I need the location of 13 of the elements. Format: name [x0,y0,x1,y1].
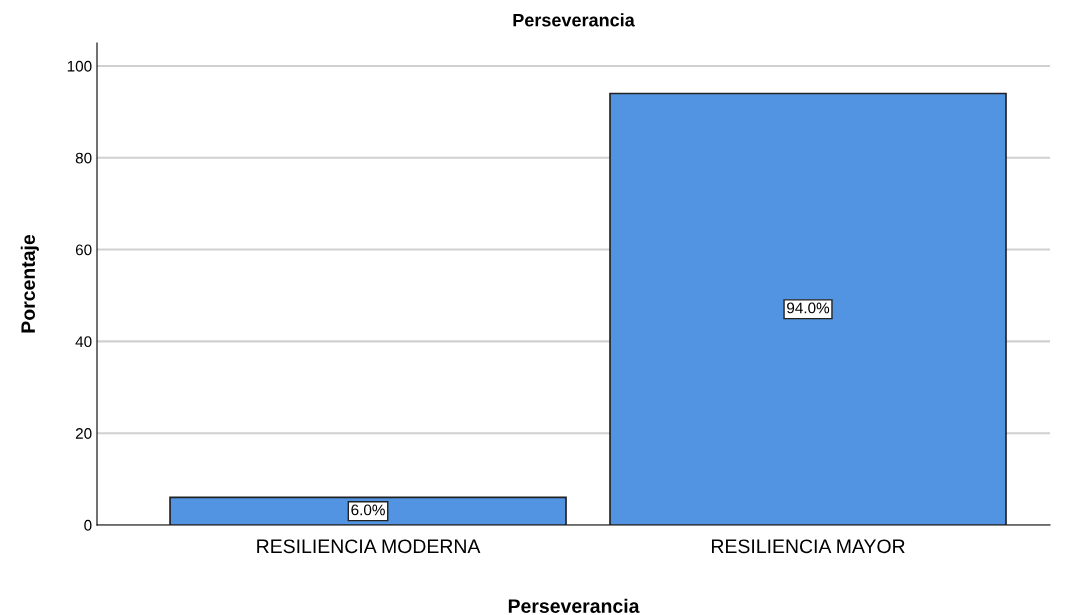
y-tick-label: 40 [75,336,92,348]
y-tick-label: 60 [75,244,92,256]
y-axis-title: Porcentaje [20,234,39,333]
y-tick-label: 80 [75,152,92,164]
data-label: 6.0% [351,504,385,516]
data-label: 94.0% [787,302,830,314]
x-tick-label: RESILIENCIA MODERNA [257,539,481,554]
x-tick-label: RESILIENCIA MAYOR [711,539,905,554]
y-tick-label: 100 [67,60,92,72]
y-tick-label: 20 [75,428,92,439]
y-tick-label: 0 [84,519,92,531]
x-axis-title: Perseverancia [508,598,640,613]
chart-title: Perseverancia [513,13,635,27]
